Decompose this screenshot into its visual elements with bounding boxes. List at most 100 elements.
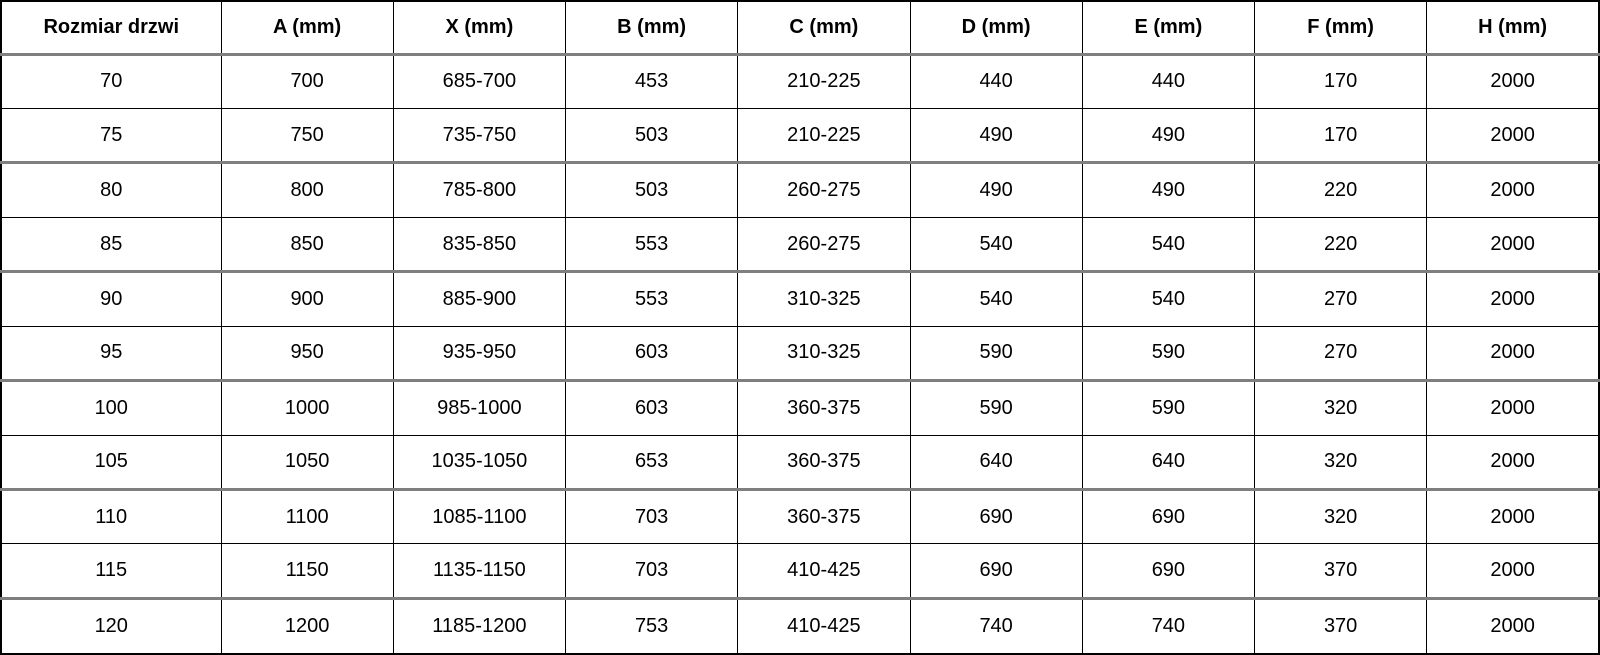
table-row: 90 900 885-900 553 310-325 540 540 270 2000 (0, 271, 1600, 327)
table-cell: 753 (564, 598, 739, 654)
table-cell: 1085-1100 (392, 489, 567, 545)
table-cell: 410-425 (737, 543, 911, 600)
table-cell: 220 (1253, 162, 1428, 218)
table-row: 80 800 785-800 503 260-275 490 490 220 2000 (0, 162, 1600, 218)
table-cell: 2000 (1426, 326, 1600, 383)
table-cell: 2000 (1426, 271, 1600, 327)
table-cell: 320 (1253, 489, 1428, 545)
table-cell: 490 (909, 162, 1083, 218)
table-cell: 850 (220, 217, 394, 274)
table-cell: 490 (909, 108, 1083, 165)
table-cell: 110 (0, 489, 222, 545)
table-cell: 653 (564, 435, 739, 492)
column-header: X (mm) (392, 1, 567, 56)
table-cell: 90 (0, 271, 222, 327)
table-cell: 320 (1253, 380, 1428, 436)
table-cell: 690 (1081, 489, 1256, 545)
table-cell: 950 (220, 326, 394, 383)
table-cell: 2000 (1426, 162, 1600, 218)
table-cell: 370 (1253, 598, 1428, 654)
table-row: 100 1000 985-1000 603 360-375 590 590 320 2000 (0, 380, 1600, 436)
table-cell: 503 (564, 162, 739, 218)
table-cell: 490 (1081, 162, 1256, 218)
table-cell: 360-375 (737, 380, 911, 436)
table-cell: 320 (1253, 435, 1428, 492)
table-cell: 800 (220, 162, 394, 218)
column-header: A (mm) (220, 1, 394, 56)
table-row: 105 1050 1035-1050 653 360-375 640 640 320 2000 (0, 435, 1600, 492)
table-cell: 270 (1253, 326, 1428, 383)
table-cell: 310-325 (737, 271, 911, 327)
table-cell: 370 (1253, 543, 1428, 600)
table-cell: 1185-1200 (392, 598, 567, 654)
table-cell: 115 (0, 543, 222, 600)
table-cell: 260-275 (737, 162, 911, 218)
table-cell: 540 (1081, 271, 1256, 327)
table-cell: 740 (1081, 598, 1256, 654)
table-cell: 503 (564, 108, 739, 165)
table-cell: 310-325 (737, 326, 911, 383)
table-cell: 735-750 (392, 108, 567, 165)
table-header: Rozmiar drzwi A (mm) X (mm) B (mm) C (mm) D (… (0, 1, 1600, 56)
table-cell: 935-950 (392, 326, 567, 383)
table-cell: 170 (1253, 54, 1428, 109)
table-cell: 590 (1081, 326, 1256, 383)
table-cell: 260-275 (737, 217, 911, 274)
table-cell: 95 (0, 326, 222, 383)
table-cell: 553 (564, 217, 739, 274)
table-cell: 120 (0, 598, 222, 654)
table-row: 85 850 835-850 553 260-275 540 540 220 2000 (0, 217, 1600, 274)
column-header: Rozmiar drzwi (0, 1, 222, 56)
table-cell: 590 (909, 326, 1083, 383)
table-cell: 690 (1081, 543, 1256, 600)
table-cell: 210-225 (737, 108, 911, 165)
table-cell: 703 (564, 489, 739, 545)
table-cell: 2000 (1426, 435, 1600, 492)
table-cell: 540 (909, 271, 1083, 327)
table-cell: 703 (564, 543, 739, 600)
table-cell: 220 (1253, 217, 1428, 274)
table-cell: 75 (0, 108, 222, 165)
table-cell: 105 (0, 435, 222, 492)
column-header: E (mm) (1081, 1, 1256, 56)
table-cell: 85 (0, 217, 222, 274)
table-cell: 270 (1253, 271, 1428, 327)
column-header: C (mm) (737, 1, 911, 56)
table-cell: 1100 (220, 489, 394, 545)
table-cell: 2000 (1426, 598, 1600, 654)
table-cell: 1035-1050 (392, 435, 567, 492)
table-cell: 785-800 (392, 162, 567, 218)
table-cell: 440 (1081, 54, 1256, 109)
table-row: 110 1100 1085-1100 703 360-375 690 690 320 2000 (0, 489, 1600, 545)
table-cell: 1050 (220, 435, 394, 492)
table-cell: 410-425 (737, 598, 911, 654)
table-cell: 690 (909, 489, 1083, 545)
table-cell: 1000 (220, 380, 394, 436)
table-cell: 540 (909, 217, 1083, 274)
table-cell: 885-900 (392, 271, 567, 327)
table-cell: 603 (564, 326, 739, 383)
table-cell: 900 (220, 271, 394, 327)
table-cell: 360-375 (737, 435, 911, 492)
table-cell: 590 (1081, 380, 1256, 436)
table-cell: 1150 (220, 543, 394, 600)
table-cell: 210-225 (737, 54, 911, 109)
table-cell: 685-700 (392, 54, 567, 109)
table-body: 70 700 685-700 453 210-225 440 440 170 2000 75 750… (0, 54, 1600, 654)
table-cell: 553 (564, 271, 739, 327)
table-cell: 100 (0, 380, 222, 436)
table-cell: 80 (0, 162, 222, 218)
table-cell: 835-850 (392, 217, 567, 274)
table-cell: 453 (564, 54, 739, 109)
table-cell: 700 (220, 54, 394, 109)
table-cell: 540 (1081, 217, 1256, 274)
table-cell: 2000 (1426, 543, 1600, 600)
table-cell: 603 (564, 380, 739, 436)
table-cell: 750 (220, 108, 394, 165)
table-row: 120 1200 1185-1200 753 410-425 740 740 370 2000 (0, 598, 1600, 654)
table-row: 95 950 935-950 603 310-325 590 590 270 2000 (0, 326, 1600, 383)
column-header: D (mm) (909, 1, 1083, 56)
table-cell: 360-375 (737, 489, 911, 545)
